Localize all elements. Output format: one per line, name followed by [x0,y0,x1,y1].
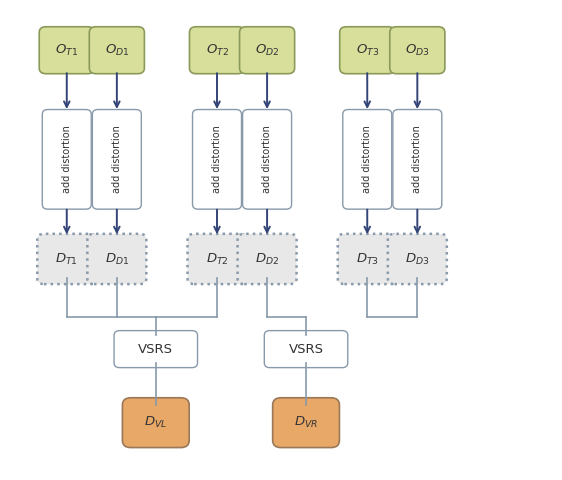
FancyBboxPatch shape [338,234,397,284]
Text: $D_{D3}$: $D_{D3}$ [405,252,429,266]
FancyBboxPatch shape [123,398,189,447]
Text: $D_{T1}$: $D_{T1}$ [55,252,78,266]
Text: add distortion: add distortion [262,125,272,193]
FancyBboxPatch shape [89,27,144,74]
FancyBboxPatch shape [188,234,247,284]
FancyBboxPatch shape [114,331,197,368]
FancyBboxPatch shape [243,109,292,209]
FancyBboxPatch shape [42,109,91,209]
Text: add distortion: add distortion [212,125,222,193]
FancyBboxPatch shape [339,27,395,74]
Text: VSRS: VSRS [138,343,173,356]
FancyBboxPatch shape [388,234,447,284]
FancyBboxPatch shape [92,109,141,209]
FancyBboxPatch shape [264,331,348,368]
Text: $D_{D2}$: $D_{D2}$ [255,252,279,266]
FancyBboxPatch shape [390,27,445,74]
FancyBboxPatch shape [87,234,146,284]
FancyBboxPatch shape [393,109,442,209]
Text: VSRS: VSRS [288,343,324,356]
FancyBboxPatch shape [39,27,94,74]
Text: $O_{T2}$: $O_{T2}$ [206,43,229,58]
Text: $O_{T1}$: $O_{T1}$ [55,43,78,58]
FancyBboxPatch shape [239,27,294,74]
Text: $O_{D2}$: $O_{D2}$ [255,43,279,58]
Text: $O_{T3}$: $O_{T3}$ [356,43,379,58]
Text: $O_{D1}$: $O_{D1}$ [105,43,129,58]
Text: $D_{D1}$: $D_{D1}$ [105,252,129,266]
Text: add distortion: add distortion [62,125,72,193]
Text: $O_{D3}$: $O_{D3}$ [405,43,430,58]
FancyBboxPatch shape [193,109,242,209]
Text: $D_{T2}$: $D_{T2}$ [206,252,228,266]
Text: $D_{T3}$: $D_{T3}$ [356,252,379,266]
FancyBboxPatch shape [273,398,339,447]
Text: add distortion: add distortion [362,125,372,193]
FancyBboxPatch shape [343,109,392,209]
Text: add distortion: add distortion [413,125,422,193]
FancyBboxPatch shape [37,234,96,284]
Text: $D_{VR}$: $D_{VR}$ [294,415,318,430]
FancyBboxPatch shape [238,234,297,284]
Text: $D_{VL}$: $D_{VL}$ [144,415,167,430]
FancyBboxPatch shape [189,27,244,74]
Text: add distortion: add distortion [112,125,122,193]
